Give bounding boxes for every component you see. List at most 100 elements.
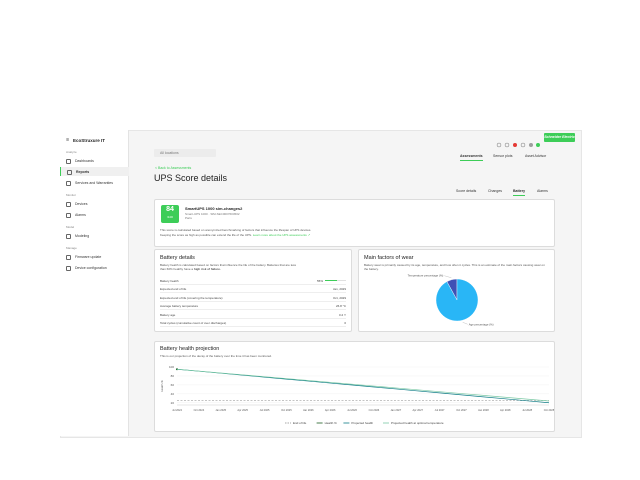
- text: Battery health is calculated based on fa…: [160, 263, 297, 271]
- tab[interactable]: Asset Advisor: [525, 154, 547, 158]
- legend-label: Projected health at optimal temperature: [391, 421, 444, 425]
- row-value: 26.8 °C: [335, 304, 346, 309]
- link[interactable]: Learn more about the UPS assessments ↗: [252, 233, 311, 237]
- nav-label: Devices: [75, 201, 88, 206]
- toolbar-icons: [496, 135, 540, 148]
- nav-icon: [66, 181, 71, 186]
- nav-item[interactable]: Reports: [60, 167, 129, 176]
- row-value: Oct, 2029: [332, 295, 346, 300]
- row-label: Expected end of life: [160, 287, 187, 292]
- score-card: 84 /100 SmartUPS 1000 sim-changes2 Smart…: [154, 199, 555, 247]
- description: This score is calculated based on anonym…: [160, 228, 312, 232]
- text: Keeping the score as high as possible ca…: [160, 233, 252, 237]
- card-title: Battery details: [160, 255, 195, 261]
- y-tick-label: 80: [171, 374, 175, 378]
- nav-icon: [66, 255, 71, 260]
- leader-line: [444, 275, 452, 278]
- nav-label: Reports: [76, 169, 90, 174]
- icon[interactable]: [529, 143, 533, 147]
- icon[interactable]: [520, 142, 526, 148]
- pie-slice: [435, 278, 479, 322]
- row-label: Battery age: [160, 312, 176, 317]
- emphasis: high risk of failure.: [193, 267, 221, 271]
- card-description: Battery health is calculated based on fa…: [160, 263, 300, 271]
- health-bar-track: [325, 279, 346, 282]
- nav-section-title: Monitor: [66, 193, 77, 197]
- row-divider: [160, 309, 346, 311]
- card-title: Main factors of wear: [364, 255, 414, 261]
- wear-card: Main factors of wear Battery wear is pri…: [358, 249, 555, 332]
- nav-label: Modeling: [75, 233, 90, 238]
- nav-section-title: Manage: [66, 246, 77, 250]
- row-divider: [160, 326, 346, 327]
- search-box[interactable]: All locations: [154, 149, 216, 157]
- row-divider: [160, 300, 346, 302]
- row-divider: [160, 317, 346, 319]
- x-tick-label: Jan 2025: [215, 408, 226, 412]
- x-tick-label: Oct 2028: [544, 408, 554, 412]
- device-model: Smart-UPS 1000 · SIM-SEC0007604502: [185, 212, 240, 216]
- pie-label: Temperature percentage (%): [408, 274, 444, 278]
- row-label: Average battery temperature: [160, 304, 199, 309]
- icon[interactable]: [536, 143, 540, 147]
- nav-label: Services and Warranties: [75, 180, 113, 185]
- breadcrumb[interactable]: < Back to Assessments: [155, 166, 192, 170]
- subtab[interactable]: Battery: [513, 189, 526, 196]
- row-label: Total cycles (cumulative count of over d…: [160, 321, 227, 325]
- score: 84: [166, 206, 174, 213]
- health-bar: [325, 279, 337, 282]
- logo[interactable]: EcoStruxure IT: [73, 138, 106, 143]
- nav-item[interactable]: Dashboards: [60, 156, 128, 165]
- x-tick-label: Jan 2027: [390, 408, 401, 412]
- x-tick-label: Oct 2025: [281, 408, 292, 412]
- sidebar: ☰ EcoStruxure IT Analyze Dashboards Report…: [60, 130, 129, 436]
- tab[interactable]: Sensor plots: [493, 154, 513, 158]
- icon[interactable]: [504, 142, 510, 148]
- device-location: Paris: [185, 216, 192, 220]
- x-tick-label: Jul 2024: [172, 408, 182, 412]
- nav-item[interactable]: Firmware update: [60, 252, 128, 261]
- brand-button[interactable]: Schneider Electric: [544, 133, 575, 142]
- nav-label: Dashboards: [75, 158, 94, 163]
- tab[interactable]: Assessments: [460, 154, 483, 161]
- icon[interactable]: [496, 142, 502, 148]
- x-tick-label: Oct 2027: [456, 408, 467, 412]
- row-label: Battery health: [160, 279, 179, 283]
- nav-item[interactable]: Devices: [60, 199, 128, 208]
- menu-icon[interactable]: ☰: [66, 138, 70, 142]
- y-tick-label: 60: [171, 383, 175, 387]
- pie-label: Age percentage (%): [469, 322, 494, 326]
- row-value: 0.2 Y: [339, 312, 346, 317]
- nav-section-title: Model: [66, 225, 75, 229]
- y-tick-label: 100: [169, 365, 174, 369]
- nav-label: Alarms: [75, 212, 86, 217]
- page-title: UPS Score details: [154, 173, 228, 183]
- nav-item[interactable]: Services and Warranties: [60, 178, 128, 187]
- subtab[interactable]: Alarms: [537, 189, 548, 193]
- leader-line: [462, 322, 468, 325]
- subtab[interactable]: Changes: [488, 189, 503, 193]
- x-tick-label: Jul 2025: [260, 408, 270, 412]
- x-tick-label: Jul 2027: [435, 408, 445, 412]
- nav-item[interactable]: Alarms: [60, 210, 128, 219]
- nav-item[interactable]: Device configuration: [60, 263, 128, 272]
- projection-card: Battery health projection This is our pr…: [154, 341, 555, 432]
- score-scale: /100: [167, 215, 173, 219]
- x-tick-label: Oct 2026: [369, 408, 380, 412]
- data-point: [176, 368, 178, 371]
- subtab[interactable]: Score details: [456, 189, 477, 193]
- icons: [496, 142, 540, 148]
- legend-label: Health %: [325, 421, 338, 425]
- battery-details-card: Battery details Battery health is calcul…: [154, 249, 352, 332]
- y-axis-label: Health %: [160, 380, 164, 392]
- row-divider: [160, 292, 346, 294]
- legend-label: End of life: [293, 421, 307, 425]
- legend-label: Projected health: [351, 421, 373, 425]
- row-value: 55%: [317, 279, 324, 283]
- card-title: Battery health projection: [160, 346, 220, 352]
- card-description: Battery wear is primarily caused by its …: [364, 263, 545, 271]
- icon[interactable]: [513, 143, 517, 147]
- row-value: 0: [344, 321, 346, 325]
- nav-item[interactable]: Modeling: [60, 231, 128, 240]
